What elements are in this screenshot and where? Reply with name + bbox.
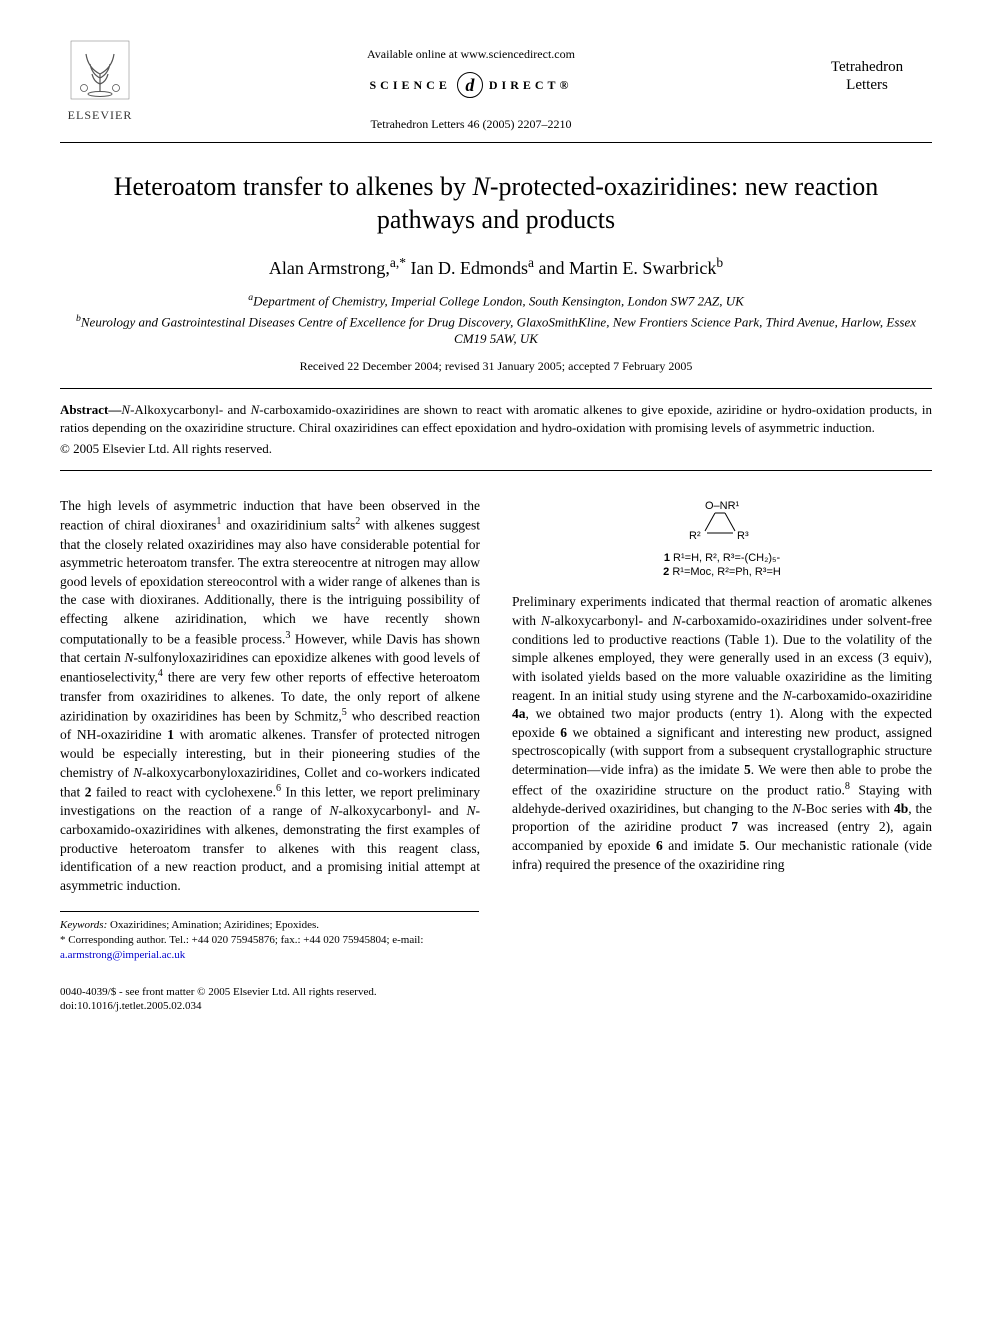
abstract-label: Abstract— xyxy=(60,402,121,417)
available-online-text: Available online at www.sciencedirect.co… xyxy=(140,46,802,62)
affiliation-a: aDepartment of Chemistry, Imperial Colle… xyxy=(60,291,932,310)
doi-line: doi:10.1016/j.tetlet.2005.02.034 xyxy=(60,999,932,1013)
svg-text:R³: R³ xyxy=(737,530,749,542)
author-line: Alan Armstrong,a,* Ian D. Edmondsa and M… xyxy=(60,254,932,280)
chemical-structure-scheme: O–NR¹ R² R³ 1 R¹=H, R², R³=-(CH₂)₅- 2 R¹… xyxy=(512,497,932,580)
structure-def-2: 2 R¹=Moc, R²=Ph, R³=H xyxy=(512,565,932,579)
publisher-logo: ELSEVIER xyxy=(60,40,140,123)
keywords-line: Keywords: Oxaziridines; Amination; Aziri… xyxy=(60,918,479,933)
corr-email-link[interactable]: a.armstrong@imperial.ac.uk xyxy=(60,949,185,961)
journal-header: ELSEVIER Available online at www.science… xyxy=(60,40,932,132)
footnotes-block: Keywords: Oxaziridines; Amination; Aziri… xyxy=(60,911,479,963)
sd-left: SCIENCE xyxy=(370,77,451,93)
journal-title-box: Tetrahedron Letters xyxy=(802,40,932,94)
corr-text: Tel.: +44 020 75945876; fax.: +44 020 75… xyxy=(169,934,423,946)
corr-marker: * Corresponding author. xyxy=(60,934,169,946)
body-p1: The high levels of asymmetric induction … xyxy=(60,497,480,896)
keywords-text: Oxaziridines; Amination; Aziridines; Epo… xyxy=(107,919,319,931)
article-title: Heteroatom transfer to alkenes by N-prot… xyxy=(100,171,892,236)
svg-text:R²: R² xyxy=(689,530,701,542)
abstract-copyright: © 2005 Elsevier Ltd. All rights reserved… xyxy=(60,440,932,458)
journal-name-1: Tetrahedron xyxy=(802,58,932,76)
journal-reference: Tetrahedron Letters 46 (2005) 2207–2210 xyxy=(140,116,802,132)
science-direct-logo: SCIENCE d DIRECT® xyxy=(370,72,573,98)
structure-def-1: 1 R¹=H, R², R³=-(CH₂)₅- xyxy=(512,551,932,565)
svg-text:O–NR¹: O–NR¹ xyxy=(705,500,740,512)
publisher-name: ELSEVIER xyxy=(60,107,140,123)
body-columns: The high levels of asymmetric induction … xyxy=(60,497,932,896)
body-p2: Preliminary experiments indicated that t… xyxy=(512,593,932,874)
elsevier-tree-icon xyxy=(70,40,130,100)
bottom-bar: 0040-4039/$ - see front matter © 2005 El… xyxy=(60,985,932,1014)
journal-name-2: Letters xyxy=(802,76,932,94)
affiliation-b: bNeurology and Gastrointestinal Diseases… xyxy=(60,312,932,348)
keywords-label: Keywords: xyxy=(60,919,107,931)
sd-right: DIRECT® xyxy=(489,77,573,93)
abstract-block: Abstract—N-Alkoxycarbonyl- and N-carboxa… xyxy=(60,388,932,471)
sd-symbol: d xyxy=(457,72,483,98)
article-dates: Received 22 December 2004; revised 31 Ja… xyxy=(60,358,932,374)
header-rule xyxy=(60,142,932,143)
corresponding-author-line: * Corresponding author. Tel.: +44 020 75… xyxy=(60,933,479,963)
title-text: Heteroatom transfer to alkenes by N-prot… xyxy=(114,172,879,234)
oxaziridine-structure-icon: O–NR¹ R² R³ xyxy=(667,497,777,547)
front-matter-line: 0040-4039/$ - see front matter © 2005 El… xyxy=(60,985,932,999)
header-center: Available online at www.sciencedirect.co… xyxy=(140,40,802,132)
